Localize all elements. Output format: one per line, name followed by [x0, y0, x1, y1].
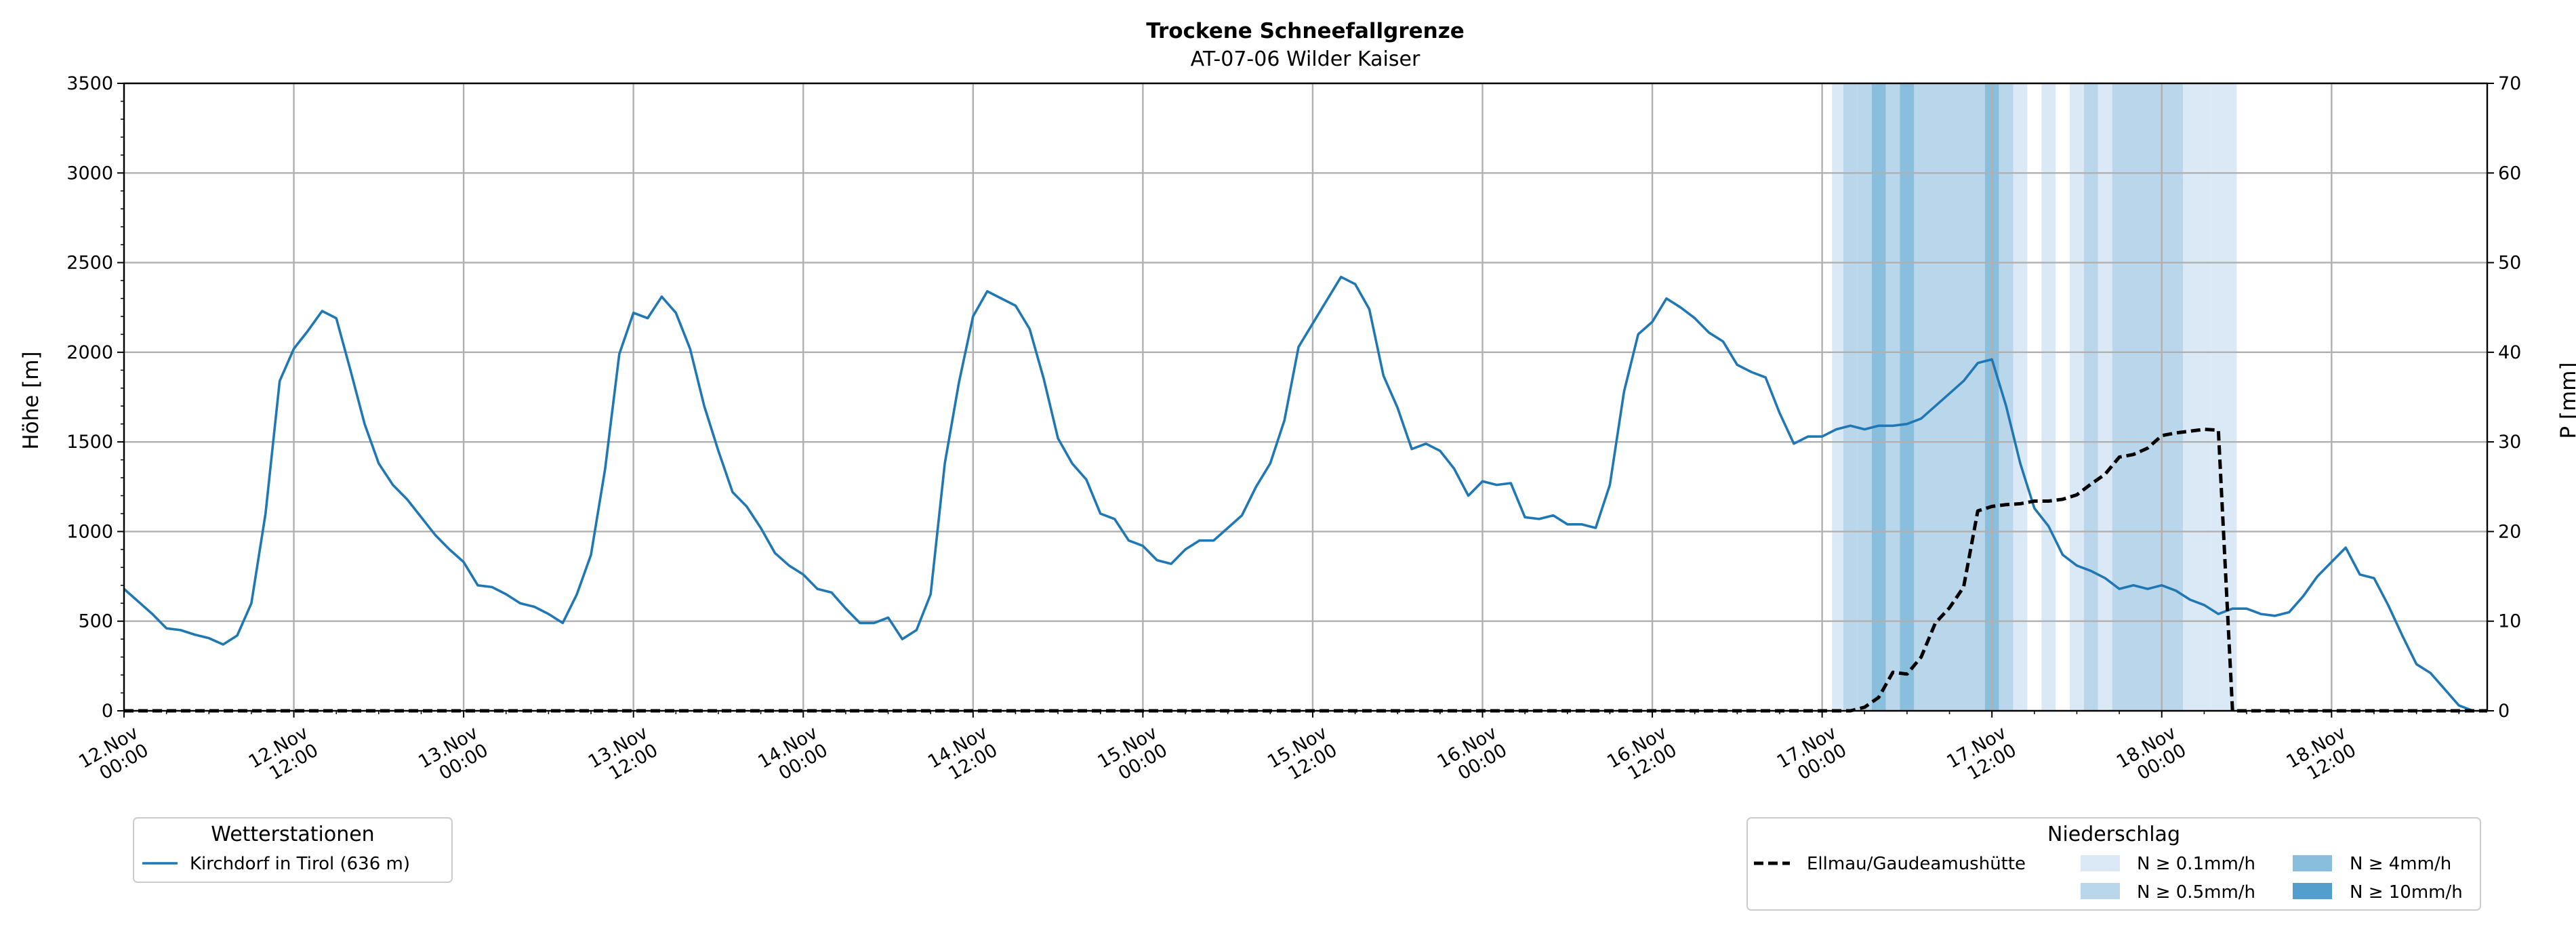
ytick-left-label-7: 3500 — [66, 73, 113, 94]
precip-band-15 — [2183, 83, 2211, 711]
legend-level-3-label: N ≥ 10mm/h — [2350, 882, 2463, 903]
precip-band-2 — [1857, 83, 1872, 711]
precip-band-9 — [2013, 83, 2028, 711]
ytick-left-label-0: 0 — [102, 701, 113, 722]
chart-subtitle: AT-07-06 Wilder Kaiser — [1191, 47, 1420, 71]
legend-level-0-label: N ≥ 0.1mm/h — [2137, 854, 2255, 874]
ytick-right-label-7: 70 — [2498, 73, 2521, 94]
legend-station-label: Kirchdorf in Tirol (636 m) — [190, 854, 410, 874]
ytick-left-label-6: 3000 — [66, 163, 113, 184]
ytick-right-label-6: 60 — [2498, 163, 2521, 184]
precip-band-4 — [1885, 83, 1900, 711]
ytick-left-label-3: 1500 — [66, 432, 113, 453]
ytick-right-label-4: 40 — [2498, 342, 2521, 363]
precipitation-bands — [1832, 83, 2237, 711]
ytick-left-label-1: 500 — [78, 611, 113, 632]
precip-band-12 — [2083, 83, 2098, 711]
legend-precip-title: Niederschlag — [2047, 823, 2180, 846]
legend-level-2-label: N ≥ 4mm/h — [2350, 854, 2451, 874]
precip-band-0 — [1832, 83, 1843, 711]
ytick-right-label-5: 50 — [2498, 253, 2521, 274]
series-line-1 — [124, 428, 2487, 713]
legend-stations-title: Wetterstationen — [211, 823, 374, 846]
precip-band-8 — [1999, 83, 2013, 711]
y-axis-label-left: Höhe [m] — [19, 351, 43, 449]
precip-band-11 — [2070, 83, 2084, 711]
precip-band-6 — [1914, 83, 1985, 711]
legend-level-1-label: N ≥ 0.5mm/h — [2137, 882, 2255, 903]
legend-level-1-swatch — [2081, 883, 2120, 899]
precip-band-16 — [2211, 83, 2237, 711]
ytick-left-label-5: 2500 — [66, 253, 113, 274]
ytick-right-label-2: 20 — [2498, 521, 2521, 542]
y-axis-label-right: P [mm] — [2556, 362, 2576, 438]
legend-level-2-swatch — [2293, 855, 2332, 871]
legend-level-3-swatch — [2293, 883, 2332, 899]
precip-band-14 — [2112, 83, 2184, 711]
ytick-right-label-0: 0 — [2498, 701, 2510, 722]
ytick-left-label-2: 1000 — [66, 521, 113, 542]
ytick-right-label-3: 30 — [2498, 432, 2521, 453]
legend-stations: Wetterstationen Kirchdorf in Tirol (636 … — [133, 817, 453, 883]
precip-band-1 — [1843, 83, 1858, 711]
plot-frame — [123, 82, 2489, 712]
ytick-right-label-1: 10 — [2498, 611, 2521, 632]
legend-precip-line-label: Ellmau/Gaudeamushütte — [1807, 854, 2026, 874]
precip-band-5 — [1900, 83, 1915, 711]
legend-precip: Niederschlag Ellmau/Gaudeamushütte N ≥ 0… — [1746, 817, 2481, 911]
series-line-0 — [123, 275, 2474, 712]
precip-band-13 — [2098, 83, 2112, 711]
chart-title: Trockene Schneefallgrenze — [1146, 19, 1465, 43]
ytick-left-label-4: 2000 — [66, 342, 113, 363]
precip-band-3 — [1871, 83, 1886, 711]
series-lines — [123, 275, 2487, 713]
legend-level-0-swatch — [2081, 855, 2120, 871]
precip-band-10 — [2041, 83, 2056, 711]
